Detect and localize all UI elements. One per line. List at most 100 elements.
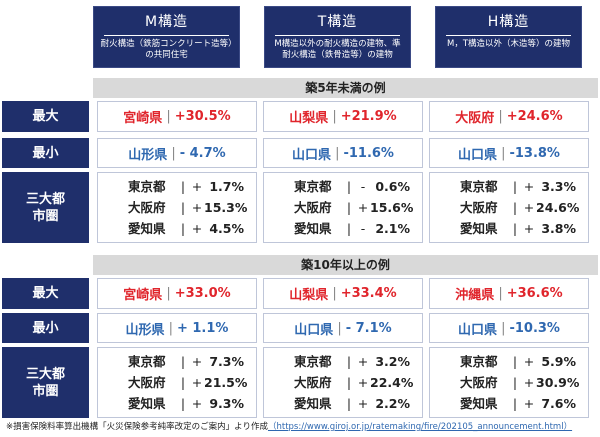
separator: | [332, 109, 337, 124]
separator: | [180, 396, 186, 411]
header-title: H構造 [487, 14, 530, 30]
separator: | [512, 200, 518, 215]
prefecture: 東京都 [128, 179, 166, 194]
separator: | [180, 375, 186, 390]
rate-value: 15.3% [204, 200, 248, 215]
prefecture: 山口県 [458, 322, 498, 338]
separator: | [346, 221, 352, 236]
row-label-metro-text: 三大都市圏 [25, 366, 65, 399]
rate-value: 4.5% [209, 221, 244, 236]
cell-max: 山梨県 | +33.4% [263, 278, 423, 309]
prefecture: 山口県 [294, 322, 334, 338]
rate-value: - 4.7% [179, 145, 226, 161]
rate-value: 24.6% [536, 200, 580, 215]
header-t: T構造 M構造以外の耐火構造の建物、準耐火構造（鉄骨造等）の建物 [264, 6, 411, 68]
separator: | [346, 396, 352, 411]
sign: + [191, 354, 203, 369]
sign: + [523, 375, 535, 390]
metro-row: 愛知県 | +2.2% [294, 393, 410, 414]
prefecture: 大阪府 [455, 111, 495, 126]
rate-value: 15.6% [370, 200, 414, 215]
metro-row: 東京都 | +3.2% [294, 351, 410, 372]
rate-value: 2.1% [375, 221, 410, 236]
separator: | [166, 286, 171, 301]
prefecture: 愛知県 [294, 396, 332, 411]
sign: + [357, 200, 369, 215]
header-m: M構造 耐火構造（鉄筋コンクリート造等）の共同住宅 [93, 6, 240, 68]
sign: + [357, 375, 369, 390]
separator: | [512, 396, 518, 411]
prefecture: 大阪府 [128, 375, 166, 390]
cell-min: 山口県 | -13.8% [429, 138, 589, 168]
sign: + [191, 396, 203, 411]
prefecture: 山梨県 [289, 111, 329, 126]
rate-value: 9.3% [209, 396, 244, 411]
cell-min: 山形県 | - 4.7% [97, 138, 257, 168]
cell-metro: 東京都 | +7.3% 大阪府 | +21.5% 愛知県 | +9.3% [97, 347, 257, 418]
prefecture: 東京都 [294, 179, 332, 194]
metro-row: 愛知県 | +3.8% [460, 218, 576, 239]
prefecture: 大阪府 [460, 200, 498, 215]
rate-value: +33.4% [340, 286, 397, 301]
rate-value: -10.3% [509, 320, 560, 336]
header-divider [275, 35, 400, 36]
rate-value: 3.2% [375, 354, 410, 369]
prefecture: 山口県 [458, 147, 498, 163]
header-desc: M構造以外の耐火構造の建物、準耐火構造（鉄骨造等）の建物 [274, 39, 401, 60]
cell-max: 宮崎県 | +30.5% [97, 101, 257, 132]
sign: - [360, 179, 366, 194]
separator: | [166, 109, 171, 124]
prefecture: 沖縄県 [455, 288, 495, 303]
rate-value: +24.6% [506, 109, 563, 124]
separator: | [171, 145, 176, 161]
rate-value: -13.8% [509, 145, 560, 161]
separator: | [501, 320, 506, 336]
rate-value: 1.7% [209, 179, 244, 194]
separator: | [332, 286, 337, 301]
separator: | [498, 286, 503, 301]
cell-min: 山形県 | + 1.1% [97, 313, 257, 343]
cell-metro: 東京都 | +3.3% 大阪府 | +24.6% 愛知県 | +3.8% [429, 172, 589, 243]
cell-max: 大阪府 | +24.6% [429, 101, 589, 132]
metro-row: 大阪府 | +22.4% [294, 372, 414, 393]
metro-row: 大阪府 | +21.5% [128, 372, 247, 393]
separator: | [512, 375, 518, 390]
cell-metro: 東京都 | +1.7% 大阪府 | +15.3% 愛知県 | +4.5% [97, 172, 257, 243]
prefecture: 東京都 [460, 179, 498, 194]
rate-value: 22.4% [370, 375, 414, 390]
sign: + [191, 200, 203, 215]
metro-row: 大阪府 | +24.6% [460, 197, 580, 218]
metro-row: 東京都 | +7.3% [128, 351, 244, 372]
separator: | [180, 221, 186, 236]
prefecture: 山梨県 [289, 288, 329, 303]
footer-note: ※損害保険料率算出機構「火災保険参考純率改定のご案内」より作成（https://… [6, 420, 572, 432]
prefecture: 東京都 [128, 354, 166, 369]
cell-min: 山口県 | -11.6% [263, 138, 423, 168]
header-divider [104, 35, 229, 36]
cell-metro: 東京都 | +5.9% 大阪府 | +30.9% 愛知県 | +7.6% [429, 347, 589, 418]
separator: | [168, 320, 173, 336]
sign: + [357, 396, 369, 411]
sign: - [360, 221, 366, 236]
row-label-max: 最大 [2, 101, 89, 132]
sign: + [191, 179, 203, 194]
separator: | [512, 179, 518, 194]
prefecture: 東京都 [294, 354, 332, 369]
separator: | [346, 354, 352, 369]
cell-max: 沖縄県 | +36.6% [429, 278, 589, 309]
separator: | [335, 145, 340, 161]
rate-value: 3.3% [541, 179, 576, 194]
separator: | [498, 109, 503, 124]
row-label-min: 最小 [2, 138, 89, 168]
footer-url[interactable]: （https://www.giroj.or.jp/ratemaking/fire… [267, 422, 573, 432]
prefecture: 山口県 [292, 147, 332, 163]
prefecture: 山形県 [128, 147, 168, 163]
metro-row: 愛知県 | +7.6% [460, 393, 576, 414]
metro-row: 大阪府 | +15.6% [294, 197, 414, 218]
section-title: 築5年未満の例 [93, 78, 598, 98]
rate-value: 7.3% [209, 354, 244, 369]
metro-row: 東京都 | +3.3% [460, 176, 576, 197]
footer-text: ※損害保険料率算出機構「火災保険参考純率改定のご案内」より作成 [6, 422, 268, 432]
cell-min: 山口県 | - 7.1% [263, 313, 423, 343]
rate-value: +30.5% [174, 109, 231, 124]
